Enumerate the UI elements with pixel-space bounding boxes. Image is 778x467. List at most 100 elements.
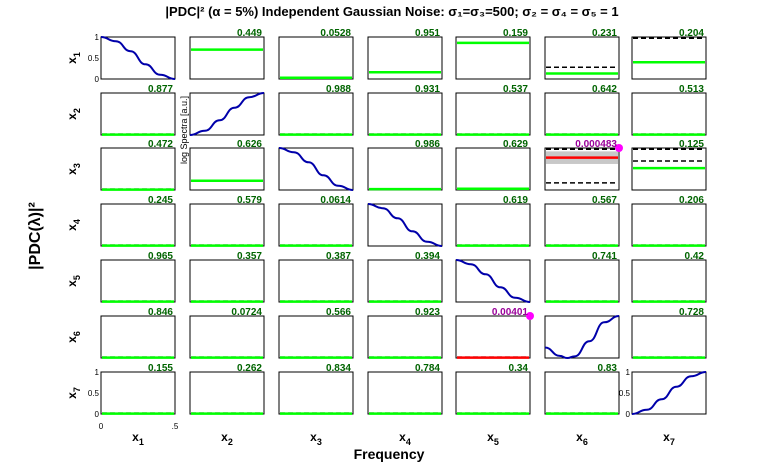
p-value-label: 0.626 (237, 139, 262, 150)
p-value-label: 0.741 (592, 251, 617, 262)
row-label-x6: x6 (65, 331, 82, 343)
y-tick-label: 0.5 (88, 389, 100, 398)
p-value-label: 0.204 (679, 28, 704, 39)
panel-r4-c6 (544, 203, 620, 247)
panel-r6-c4 (367, 315, 443, 359)
y-tick-label: 0 (626, 410, 631, 419)
p-value-label: 0.931 (415, 84, 440, 95)
panel-r3-c5 (455, 147, 531, 191)
spectrum-line-x5 (455, 259, 531, 303)
y-tick-label: 1 (95, 368, 100, 377)
y-tick-label: 0.5 (619, 389, 631, 398)
figure-title: |PDC|² (α = 5%) Independent Gaussian Noi… (165, 4, 618, 19)
y-tick-label: 1 (626, 368, 631, 377)
p-value-label: 0.245 (148, 195, 173, 206)
panel-r5-c3 (278, 259, 354, 303)
col-label-x4: x4 (399, 430, 411, 447)
row-label-x3: x3 (65, 163, 82, 175)
p-value-label: 0.394 (415, 251, 440, 262)
p-value-label: 0.619 (503, 195, 528, 206)
panel-r7-c2 (189, 371, 265, 415)
panel-r2-c3 (278, 92, 354, 136)
col-label-x3: x3 (310, 430, 322, 447)
panel-r6-c6 (544, 315, 620, 359)
panel-r7-c6 (544, 371, 620, 415)
row-label-x5: x5 (65, 275, 82, 287)
col-label-x1: x1 (132, 430, 144, 447)
inset-label: log Spectra [a.u.] (179, 96, 189, 164)
panel-r1-c7 (631, 36, 707, 80)
p-value-label: 0.513 (679, 84, 704, 95)
p-value-label: 0.125 (679, 139, 704, 150)
x-tick-label: 0 (99, 422, 104, 431)
figure-ylabel: |PDC(λ)|² (27, 202, 44, 270)
col-label-x6: x6 (576, 430, 588, 447)
p-value-label: 0.34 (509, 363, 529, 374)
panel-r5-c1 (100, 259, 176, 303)
p-value-label: 0.846 (148, 307, 173, 318)
spectrum-line-x1 (100, 36, 176, 80)
p-value-label: 0.951 (415, 28, 440, 39)
panel-r5-c4 (367, 259, 443, 303)
y-tick-label: 0 (95, 410, 100, 419)
x-tick-label: .5 (172, 422, 179, 431)
p-value-label: 0.206 (679, 195, 704, 206)
p-value-label: 0.155 (148, 363, 173, 374)
y-tick-label: 0 (95, 75, 100, 84)
p-value-label: 0.988 (326, 84, 351, 95)
p-value-label: 0.0614 (320, 195, 351, 206)
p-value-label: 0.262 (237, 363, 262, 374)
p-value-label: 0.387 (326, 251, 351, 262)
p-value-label: 0.986 (415, 139, 440, 150)
p-value-label: 0.357 (237, 251, 262, 262)
panel-r6-c2 (189, 315, 265, 359)
p-value-label: 0.629 (503, 139, 528, 150)
p-value-label: 0.472 (148, 139, 173, 150)
p-value-label: 0.000483 (575, 139, 617, 150)
y-tick-label: 0.5 (88, 54, 100, 63)
p-value-label: 0.83 (598, 363, 618, 374)
p-value-label: 0.965 (148, 251, 173, 262)
spectrum-line-x3 (278, 147, 354, 191)
panel-r1-c3 (278, 36, 354, 80)
p-value-label: 0.834 (326, 363, 351, 374)
panel-r5-c7 (631, 259, 707, 303)
col-label-x5: x5 (487, 430, 499, 447)
row-label-x1: x1 (65, 52, 82, 64)
panel-r2-c1 (100, 92, 176, 136)
panel-r4-c3 (278, 203, 354, 247)
p-value-label: 0.159 (503, 28, 528, 39)
col-label-x2: x2 (221, 430, 233, 447)
panel-r3-c1 (100, 147, 176, 191)
panel-r7-c4 (367, 371, 443, 415)
p-value-label: 0.579 (237, 195, 262, 206)
panel-r7-c3 (278, 371, 354, 415)
y-tick-label: 1 (95, 33, 100, 42)
row-label-x7: x7 (65, 387, 82, 399)
p-value-label: 0.567 (592, 195, 617, 206)
col-label-x7: x7 (663, 430, 675, 447)
panel-r4-c5 (455, 203, 531, 247)
panel-r1-c6 (544, 36, 620, 80)
p-value-label: 0.42 (685, 251, 705, 262)
row-label-x2: x2 (65, 108, 82, 120)
p-value-label: 0.0528 (320, 28, 351, 39)
significance-marker (615, 144, 623, 152)
panel-r3-c4 (367, 147, 443, 191)
panel-r5-c6 (544, 259, 620, 303)
row-label-x4: x4 (65, 219, 82, 231)
p-value-label: 0.00401 (492, 307, 529, 318)
panel-r6-c3 (278, 315, 354, 359)
panel-r2-c4 (367, 92, 443, 136)
p-value-label: 0.537 (503, 84, 528, 95)
panel-r4-c1 (100, 203, 176, 247)
panel-r6-c7 (631, 315, 707, 359)
spectrum-line-x4 (367, 203, 443, 247)
spectrum-line-x6 (544, 315, 620, 360)
spectrum-line-x2 (189, 92, 265, 136)
panel-r4-c2 (189, 203, 265, 247)
significance-marker (526, 312, 534, 320)
panel-r2-c7 (631, 92, 707, 136)
spectrum-line-x7 (631, 371, 707, 415)
